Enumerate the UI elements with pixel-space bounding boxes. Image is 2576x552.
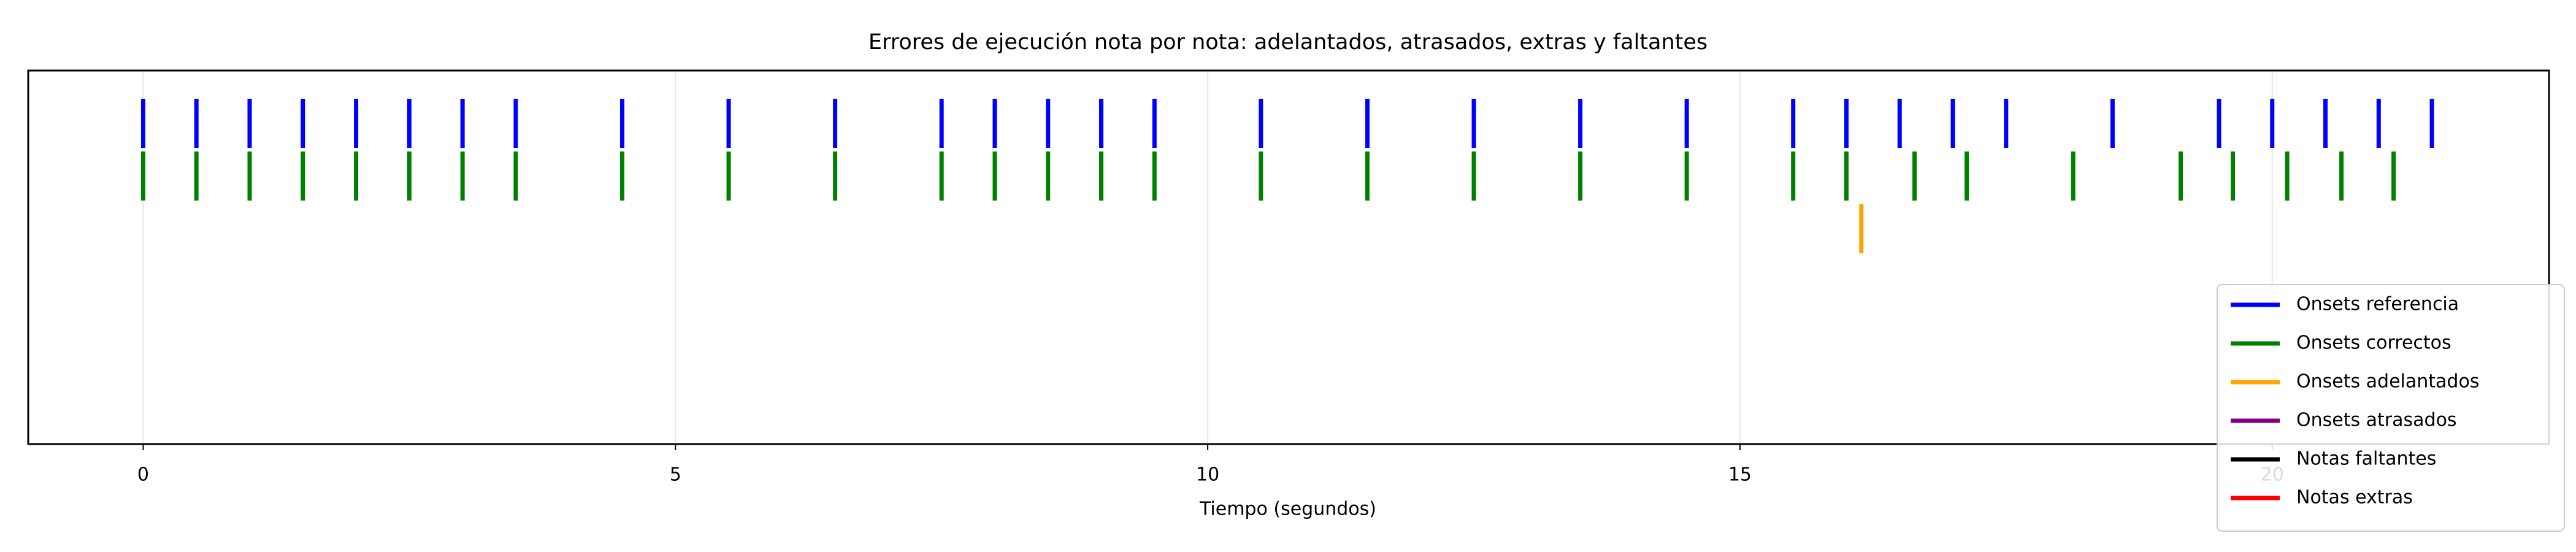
legend-box [2217,284,2565,532]
legend-label: Notas faltantes [2296,448,2436,470]
legend-label: Onsets adelantados [2296,371,2479,393]
legend-label: Onsets atrasados [2296,410,2457,431]
x-tick-label: 15 [1728,464,1752,486]
legend-label: Onsets referencia [2296,294,2459,315]
legend-label: Onsets correctos [2296,332,2451,354]
axes-frame [27,69,2550,445]
legend-label: Notas extras [2296,487,2413,508]
x-tick-label: 0 [137,464,149,486]
chart-title: Errores de ejecución nota por nota: adel… [868,30,1708,55]
x-tick-label: 10 [1196,464,1219,486]
x-tick-label: 5 [670,464,681,486]
x-axis-label: Tiempo (segundos) [1199,499,1376,520]
